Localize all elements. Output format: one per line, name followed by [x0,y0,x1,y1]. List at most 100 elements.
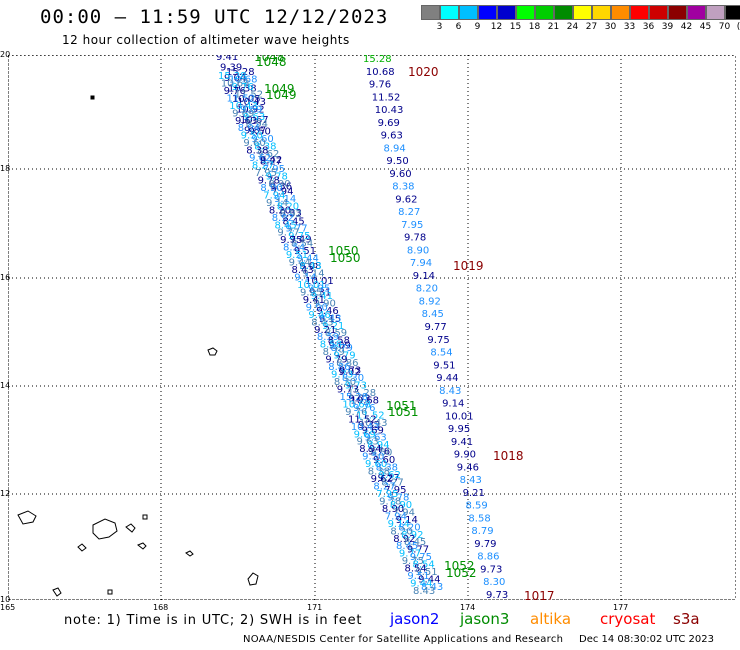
track-value: 8.20 [416,284,438,295]
track-value: 8.86 [477,552,499,563]
legend-swatch [573,5,592,20]
track-value: 7.95 [401,220,423,231]
track-value-overlap: 8.90 [382,504,404,515]
time-tag: 1017 [524,589,555,600]
track-value-overlap: 9.77 [285,224,307,235]
legend-swatch [725,5,740,20]
track-value-overlap: 8.59 [325,328,347,339]
track-value: 9.69 [378,118,400,129]
legend-label: 30 [604,22,617,32]
track-value-overlap: 8.43 [413,586,435,597]
track-value-overlap: 11.52 [348,414,377,425]
track-value-overlap: 9.90 [306,302,328,313]
track-value-overlap: 9.50 [249,127,271,138]
time-tag: 1050 [330,251,361,265]
track-value: 9.33 [358,420,380,431]
legend-swatch [478,5,497,20]
track-value-overlap: 15.28 [218,71,247,82]
track-value: 9.60 [389,169,411,180]
track-value: 8.79 [471,526,493,537]
track-value: 9.79 [474,539,496,550]
track-value-overlap: 9.44 [289,258,311,269]
track-value: 8.45 [422,309,444,320]
latitude-label: 10 [0,595,11,604]
track-value-overlap: 8.54 [283,243,305,254]
track-value: 8.27 [398,207,420,218]
track-value-overlap: 9.63 [356,437,378,448]
track-value-overlap: 9.69 [354,429,376,440]
track-value-overlap: 9.41 [303,295,325,306]
track-value: 9.41 [216,55,238,63]
track-value-overlap: 8.58 [328,336,350,347]
track-value-overlap: 9.77 [277,228,299,239]
track-value-overlap: 9.14 [302,269,324,280]
track-value: 9.95 [448,424,470,435]
wave-height-map: 15.2810.689.7611.5210.439.699.638.949.50… [8,55,736,600]
track-value-overlap: 8.45 [275,220,297,231]
track-value-overlap: 7.95 [376,489,398,500]
track-value-overlap: 9.63 [364,433,386,444]
island-9 [247,572,259,586]
track-value-overlap: 10.43 [351,422,380,433]
time-tag: 1019 [453,259,484,273]
island-wake [90,95,95,100]
latitude-label: 12 [0,489,11,498]
track-value-overlap: 8.86 [328,362,350,373]
track-value-overlap: 7.95 [263,164,285,175]
page-subtitle: 12 hour collection of altimeter wave hei… [62,33,350,47]
track-value: 9.77 [425,322,447,333]
track-value: 9.50 [386,156,408,167]
track-value: 9.75 [427,335,449,346]
track-value-overlap: 8.30 [334,377,356,388]
island-4 [92,518,118,540]
satellite-jason2: jason2 [390,610,440,628]
track-value-overlap: 8.59 [317,332,339,343]
track-value: 9.08 [299,261,321,272]
track-value: 10.67 [240,115,269,126]
time-tag: 1018 [493,449,524,463]
track-value-overlap: 8.43 [291,265,313,276]
track-value-overlap: 9.77 [407,545,429,556]
track-value-overlap: 9.69 [362,425,384,436]
track-value-overlap: 8.54 [405,564,427,575]
legend-swatch [440,5,459,20]
legend-swatch [630,5,649,20]
track-value-overlap: 8.38 [368,467,390,478]
track-value-overlap: 9.14 [396,515,418,526]
track-value-overlap: 9.60 [251,134,273,145]
track-value-overlap: 10.68 [350,395,379,406]
track-value-overlap: 9.60 [243,138,265,149]
track-value: 8.54 [430,348,452,359]
longitude-label: 174 [460,603,476,612]
latitude-label: 14 [0,381,11,390]
track-value-overlap: 8.79 [331,343,353,354]
track-value-overlap: 15.28 [226,67,255,78]
track-value: 8.58 [468,513,490,524]
track-value-overlap: 9.63 [235,116,257,127]
track-value-overlap: 9.78 [258,175,280,186]
island-1 [207,347,218,356]
island-outlines [17,95,259,597]
track-value-overlap: 9.95 [300,287,322,298]
track-value-overlap: 9.75 [288,231,310,242]
track-value-overlap: 8.54 [291,239,313,250]
track-value: 9.41 [451,437,473,448]
track-value-overlap: 8.54 [413,560,435,571]
generated-timestamp: Dec 14 08:30:02 UTC 2023 [579,634,714,645]
legend-swatch [649,5,668,20]
track-value-overlap: 8.27 [381,478,403,489]
track-value: 8.94 [384,143,406,154]
track-value-overlap: 9.21 [322,321,344,332]
track-value-overlap: 7.95 [384,485,406,496]
track-value-overlap: 9.78 [387,492,409,503]
track-value-overlap: 8.27 [252,161,274,172]
track-value-overlap: 10.43 [229,101,258,112]
track-value-overlap: 10.68 [342,399,371,410]
legend-label: 18 [528,22,541,32]
track-value-overlap: 9.50 [370,448,392,459]
track-value-overlap: 8.45 [283,216,305,227]
track-value-overlap: 8.38 [246,146,268,157]
track-value-overlap: 8.90 [390,500,412,511]
track-value-overlap: 9.50 [241,131,263,142]
track-value: 9.49 [289,235,311,246]
